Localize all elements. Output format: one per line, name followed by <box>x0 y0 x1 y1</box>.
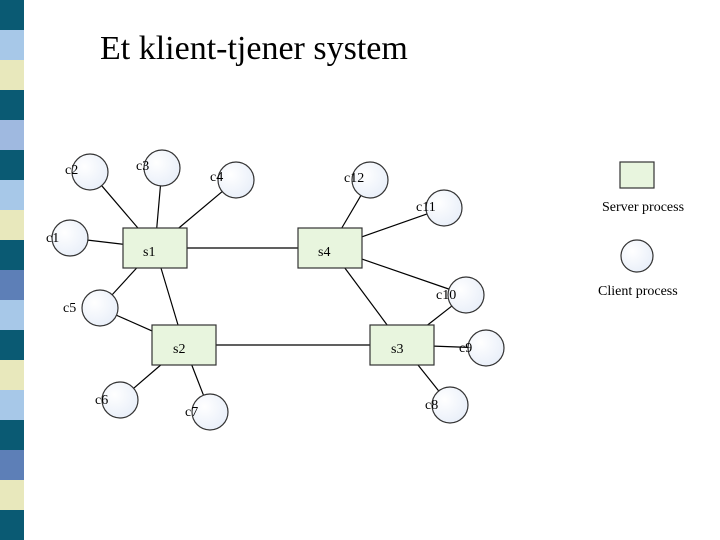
stripe-segment <box>0 60 24 90</box>
stripe-segment <box>0 360 24 390</box>
client-label: c2 <box>65 163 78 178</box>
edge-client-server <box>428 306 452 325</box>
stripe-segment <box>0 30 24 60</box>
client-label: c11 <box>416 200 436 215</box>
stripe-segment <box>0 390 24 420</box>
stripe-segment <box>0 120 24 150</box>
stripe-segment <box>0 330 24 360</box>
edge-client-server <box>342 196 361 228</box>
stripe-segment <box>0 480 24 510</box>
edge-client-server <box>88 240 123 244</box>
client-node <box>82 290 118 326</box>
edge-client-server <box>112 268 137 295</box>
client-node <box>144 150 180 186</box>
stripe-segment <box>0 0 24 30</box>
client-label: c12 <box>344 171 364 186</box>
stripe-segment <box>0 420 24 450</box>
edge-server-server <box>161 268 178 325</box>
client-label: c5 <box>63 301 76 316</box>
slide-stage: s1 s2 s3 s4 c1 c2 c3 c4 c5 c6 c7 c8 c9 c10 c11 c12 Et k… <box>0 0 720 540</box>
server-label: s4 <box>318 245 330 260</box>
stripe-segment <box>0 150 24 180</box>
legend-server-label: Server process <box>602 200 684 216</box>
stripe-segment <box>0 270 24 300</box>
diagram-svg: s1 s2 s3 s4 c1 c2 c3 c4 c5 c6 c7 c8 c9 c10 c11 c12 <box>0 0 720 540</box>
edge-client-server <box>102 186 138 228</box>
client-label: c10 <box>436 288 456 303</box>
client-label: c8 <box>425 398 438 413</box>
edge-client-server <box>157 186 161 228</box>
client-label: c9 <box>459 341 472 356</box>
legend-client-icon <box>621 240 653 272</box>
client-label: c7 <box>185 405 198 420</box>
edge-client-server <box>362 214 427 237</box>
stripe-segment <box>0 240 24 270</box>
edge-server-server <box>345 268 387 325</box>
stripe-segment <box>0 90 24 120</box>
slide-title: Et klient-tjener system <box>100 30 408 68</box>
stripe-segment <box>0 510 24 540</box>
stripe-segment <box>0 210 24 240</box>
client-label: c4 <box>210 170 223 185</box>
client-label: c3 <box>136 159 149 174</box>
legend-server-icon <box>620 162 654 188</box>
stripe-segment <box>0 450 24 480</box>
legend-client-label: Client process <box>598 284 678 300</box>
edge-client-server <box>116 315 152 331</box>
edge-client-server <box>179 192 222 228</box>
stripe-segment <box>0 180 24 210</box>
server-label: s2 <box>173 342 185 357</box>
client-label: c6 <box>95 393 108 408</box>
edge-client-server <box>362 259 449 289</box>
client-node <box>468 330 504 366</box>
edge-client-server <box>418 365 439 391</box>
edge-client-server <box>134 365 161 388</box>
edge-client-server <box>192 365 204 395</box>
server-label: s3 <box>391 342 403 357</box>
stripe-segment <box>0 300 24 330</box>
client-node <box>218 162 254 198</box>
server-label: s1 <box>143 245 155 260</box>
client-label: c1 <box>46 231 59 246</box>
